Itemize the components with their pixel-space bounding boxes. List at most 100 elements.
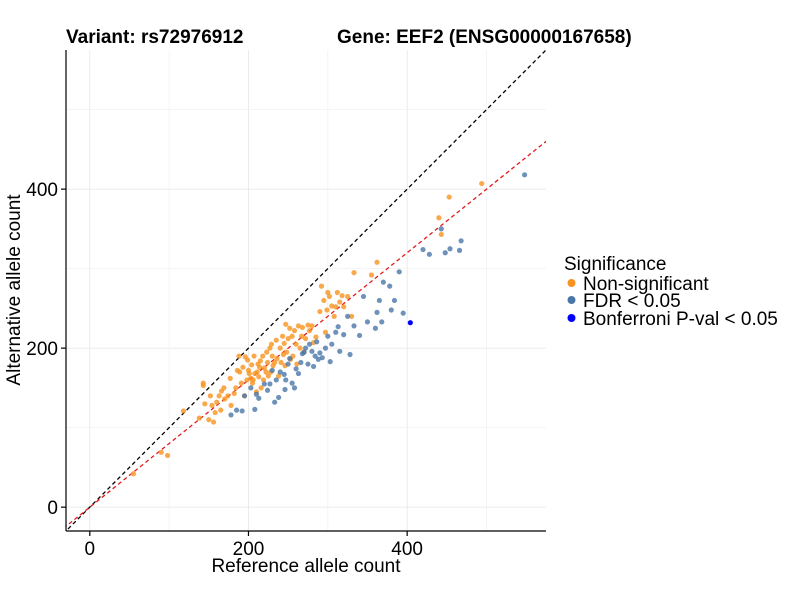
data-point <box>309 348 315 354</box>
data-point <box>322 345 329 351</box>
data-point <box>276 394 282 401</box>
data-point <box>240 364 246 370</box>
data-point <box>318 283 325 289</box>
data-point <box>324 307 330 313</box>
data-point <box>283 321 289 327</box>
data-point <box>351 270 357 276</box>
series-2 <box>407 320 413 326</box>
data-point <box>446 194 452 200</box>
data-point <box>314 339 320 345</box>
data-point <box>196 415 202 421</box>
data-point <box>238 380 244 386</box>
data-point <box>351 323 357 329</box>
identity-line <box>66 50 546 531</box>
data-point <box>329 303 335 309</box>
data-point <box>326 293 333 300</box>
data-point <box>249 362 255 368</box>
data-point <box>236 353 242 359</box>
data-point <box>339 293 345 299</box>
data-point <box>396 269 402 275</box>
data-point <box>281 371 287 377</box>
data-point <box>246 370 252 377</box>
x-axis-title: Reference allele count <box>211 556 401 577</box>
data-point <box>282 386 288 393</box>
data-point <box>245 357 251 363</box>
data-point <box>325 333 331 339</box>
data-point <box>256 395 262 401</box>
data-point <box>225 393 231 399</box>
data-point <box>436 215 442 221</box>
data-point <box>253 391 260 397</box>
data-point <box>277 369 283 375</box>
legend-item-fdr: FDR < 0.05 <box>567 291 681 312</box>
data-points <box>130 172 528 477</box>
data-point <box>289 380 295 386</box>
data-point <box>400 310 406 316</box>
x-tick-label: 400 <box>391 539 423 560</box>
data-point <box>456 247 463 253</box>
data-point <box>222 396 228 402</box>
data-point <box>321 297 327 304</box>
data-point <box>333 329 339 335</box>
data-point <box>180 408 187 414</box>
data-point <box>305 361 311 367</box>
data-point <box>214 399 220 405</box>
data-point <box>269 367 275 374</box>
data-point <box>317 350 323 356</box>
data-point <box>303 336 309 342</box>
data-point <box>216 393 222 399</box>
data-point <box>372 325 379 331</box>
data-point <box>387 283 393 289</box>
data-point <box>306 341 313 347</box>
data-point <box>206 417 212 423</box>
data-point <box>228 402 234 408</box>
data-point <box>291 385 298 391</box>
data-point <box>479 180 485 187</box>
data-point <box>327 359 333 365</box>
data-point <box>267 345 273 351</box>
data-point <box>279 333 286 339</box>
data-point <box>264 359 271 366</box>
data-point <box>244 377 250 383</box>
data-point <box>272 399 278 405</box>
data-point <box>368 272 375 278</box>
data-point <box>264 349 270 355</box>
data-point <box>251 353 257 359</box>
legend-item-bonferroni: Bonferroni P-val < 0.05 <box>567 309 778 330</box>
data-point <box>458 238 464 244</box>
legend-swatch-bonferroni <box>567 314 576 322</box>
data-point <box>305 322 311 328</box>
data-point <box>388 307 394 313</box>
data-point <box>293 341 299 347</box>
data-point <box>349 313 355 319</box>
data-point <box>130 471 137 477</box>
data-point <box>281 340 287 346</box>
data-point <box>285 361 291 367</box>
data-point <box>303 345 309 351</box>
data-point <box>257 358 263 364</box>
data-point <box>274 355 280 362</box>
data-point <box>260 353 266 359</box>
legend-label-bonferroni: Bonferroni P-val < 0.05 <box>583 309 778 330</box>
data-point <box>319 355 325 361</box>
data-point <box>341 304 347 310</box>
y-tick-label: 200 <box>26 339 58 360</box>
data-point <box>391 297 398 304</box>
data-point <box>374 309 380 315</box>
legend-swatch-fdr <box>567 296 576 304</box>
data-point <box>269 353 275 359</box>
data-point <box>252 406 258 412</box>
data-point <box>297 345 303 351</box>
legend-swatch-non-significant <box>567 279 576 287</box>
data-point <box>347 351 353 358</box>
data-point <box>298 359 304 366</box>
data-point <box>283 377 289 383</box>
data-point <box>233 385 239 391</box>
data-point <box>248 385 254 391</box>
data-point <box>260 377 267 383</box>
data-point <box>309 323 315 329</box>
data-point <box>285 336 291 342</box>
data-point <box>265 373 271 379</box>
